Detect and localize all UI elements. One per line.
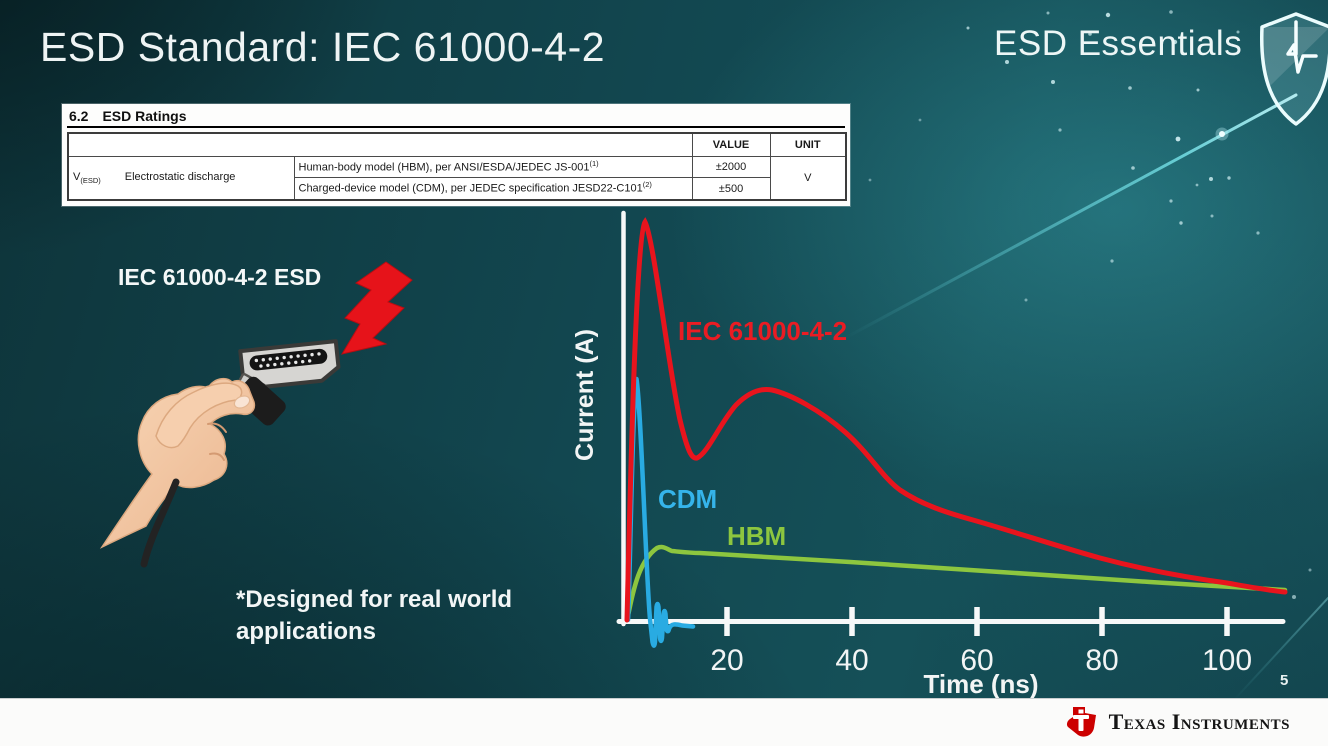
table-header-row: VALUE UNIT: [67, 132, 847, 157]
hbm-description-cell: Human-body model (HBM), per ANSI/ESDA/JE…: [293, 155, 693, 179]
illustration-caption: IEC 61000-4-2 ESD: [118, 264, 322, 290]
svg-text:20: 20: [710, 644, 743, 677]
esd-waveform-chart: 20 40 60 80 100 Time (ns) Current (A) IE…: [560, 195, 1328, 710]
cdm-footnote-ref: (2): [642, 180, 652, 190]
fingernail: [233, 395, 251, 409]
datasheet-screenshot: 6.2 ESD Ratings VALUE UNIT V(ESD) Electros…: [62, 104, 850, 206]
section-title: ESD Ratings: [102, 108, 187, 124]
footnote-line-2: applications: [236, 617, 377, 645]
datasheet-section-heading: 6.2 ESD Ratings: [69, 108, 845, 124]
x-axis-ticks: [724, 607, 1230, 636]
lightning-bolt-icon: [340, 261, 413, 355]
ti-brand-lockup: Texas Instruments: [1065, 706, 1290, 738]
y-axis-label: Current (A): [571, 329, 599, 461]
esd-shield-icon: [1254, 10, 1328, 135]
iec-curve-label: IEC 61000-4-2: [678, 316, 847, 346]
blank-header-cell: [67, 132, 693, 157]
value-column-header: VALUE: [691, 132, 771, 157]
cdm-description-cell: Charged-device model (CDM), per JEDEC sp…: [293, 177, 693, 201]
svg-text:40: 40: [835, 644, 868, 677]
hbm-curve-label: HBM: [727, 521, 786, 551]
parameter-label: Electrostatic discharge: [124, 170, 236, 183]
symbol-subscript: (ESD): [80, 176, 101, 185]
symbol: V: [73, 170, 81, 183]
x-axis-label: Time (ns): [923, 669, 1038, 699]
corner-streak: [1233, 597, 1328, 701]
hbm-footnote-ref: (1): [589, 159, 599, 168]
esd-strike-illustration: IEC 61000-4-2 ESD: [90, 250, 440, 650]
ti-logo-icon: [1066, 707, 1096, 737]
cdm-curve: [625, 376, 696, 648]
slide-number: 5: [1280, 672, 1289, 689]
unit-column-header: UNIT: [769, 132, 847, 157]
cdm-curve-label: CDM: [658, 484, 717, 514]
svg-text:80: 80: [1085, 644, 1118, 677]
series-title: ESD Essentials: [994, 24, 1243, 63]
hbm-value-cell: ±2000: [691, 155, 771, 179]
table-row: V(ESD) Electrostatic discharge Human-body…: [67, 155, 847, 201]
section-number: 6.2: [69, 108, 89, 124]
footnote-line-1: *Designed for real world: [236, 586, 513, 613]
hbm-curve: [624, 544, 1288, 623]
unit-cell: V: [769, 155, 847, 201]
svg-text:60: 60: [960, 644, 993, 677]
ti-wordmark: Texas Instruments: [1108, 709, 1290, 734]
cdm-value-cell: ±500: [691, 177, 771, 201]
symbol-parameter-cell: V(ESD) Electrostatic discharge: [67, 155, 295, 201]
designed-for-real-world-note: *Designed for real world applications: [236, 584, 512, 647]
comet-head: [1219, 131, 1225, 137]
hdmi-cable: [140, 478, 180, 568]
esd-ratings-table: VALUE UNIT V(ESD) Electrostatic discharge…: [67, 132, 847, 201]
svg-text:100: 100: [1202, 644, 1252, 677]
hand-illustration: [99, 377, 256, 549]
table-row: Charged-device model (CDM), per JEDEC sp…: [68, 177, 846, 201]
star-dots: [868, 10, 1312, 599]
page-title: ESD Standard: IEC 61000-4-2: [40, 24, 606, 70]
heading-rule: [67, 126, 845, 128]
hbm-description: Human-body model (HBM), per ANSI/ESDA/JE…: [298, 161, 590, 174]
cdm-description: Charged-device model (CDM), per JEDEC sp…: [298, 183, 643, 196]
iec-61000-4-2-curve: [624, 217, 1288, 623]
footer-bar: Texas Instruments: [0, 698, 1328, 746]
hand-holding-hdmi-illustration: [99, 261, 413, 568]
x-axis-tick-labels: 20 40 60 80 100: [710, 644, 1252, 677]
